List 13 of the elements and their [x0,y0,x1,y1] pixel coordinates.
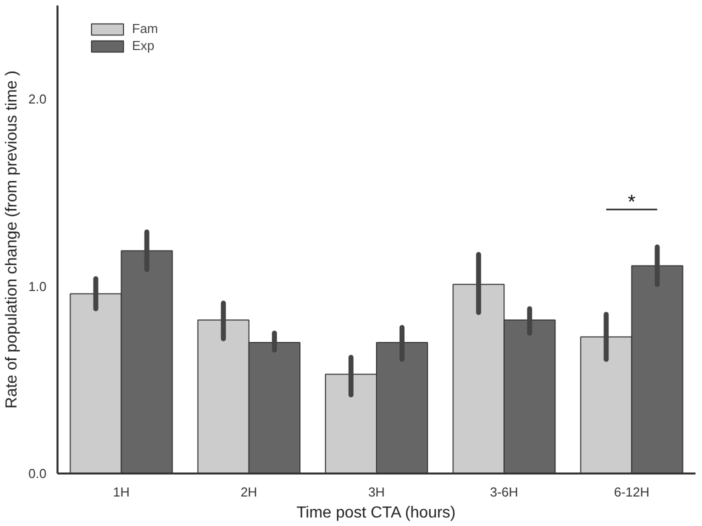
x-tick-label: 3-6H [490,484,518,500]
y-axis-title: Rate of population change (from previous time ) [3,70,20,408]
x-tick-label: 3H [368,484,385,500]
x-tick-label: 1H [112,484,130,500]
x-axis-title: Time post CTA (hours) [296,504,456,522]
annotation: * [628,192,636,214]
y-tick-label: 1.0 [28,278,47,294]
legend-label: Fam [132,21,158,36]
x-tick-label: 2H [240,484,258,500]
y-tick-label: 0.0 [28,466,47,481]
x-tick-label: 6-12H [614,484,650,500]
y-tick-label: 2.0 [28,92,47,107]
legend-label: Exp [132,38,154,53]
